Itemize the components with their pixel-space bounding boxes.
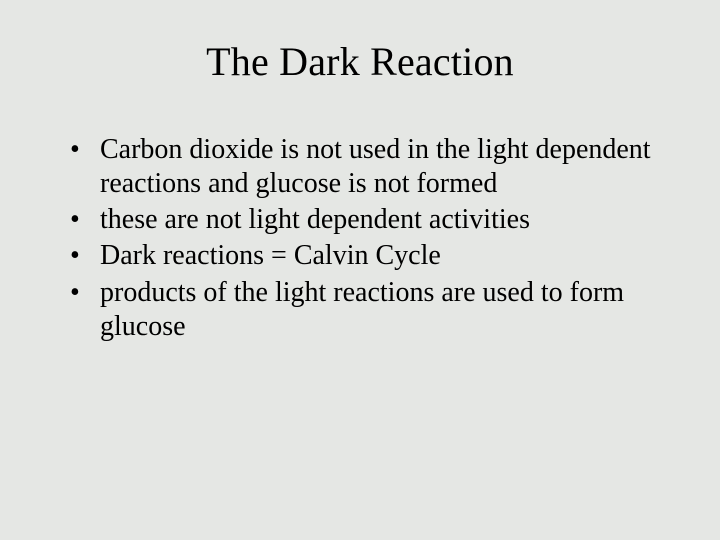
- list-item: Dark reactions = Calvin Cycle: [66, 239, 660, 273]
- list-item: Carbon dioxide is not used in the light …: [66, 133, 660, 201]
- slide-title: The Dark Reaction: [60, 38, 660, 85]
- bullet-list: Carbon dioxide is not used in the light …: [60, 133, 660, 344]
- slide: The Dark Reaction Carbon dioxide is not …: [0, 0, 720, 540]
- list-item: products of the light reactions are used…: [66, 276, 660, 344]
- list-item: these are not light dependent activities: [66, 203, 660, 237]
